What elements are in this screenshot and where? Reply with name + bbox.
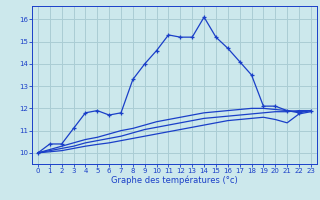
- X-axis label: Graphe des températures (°c): Graphe des températures (°c): [111, 176, 238, 185]
